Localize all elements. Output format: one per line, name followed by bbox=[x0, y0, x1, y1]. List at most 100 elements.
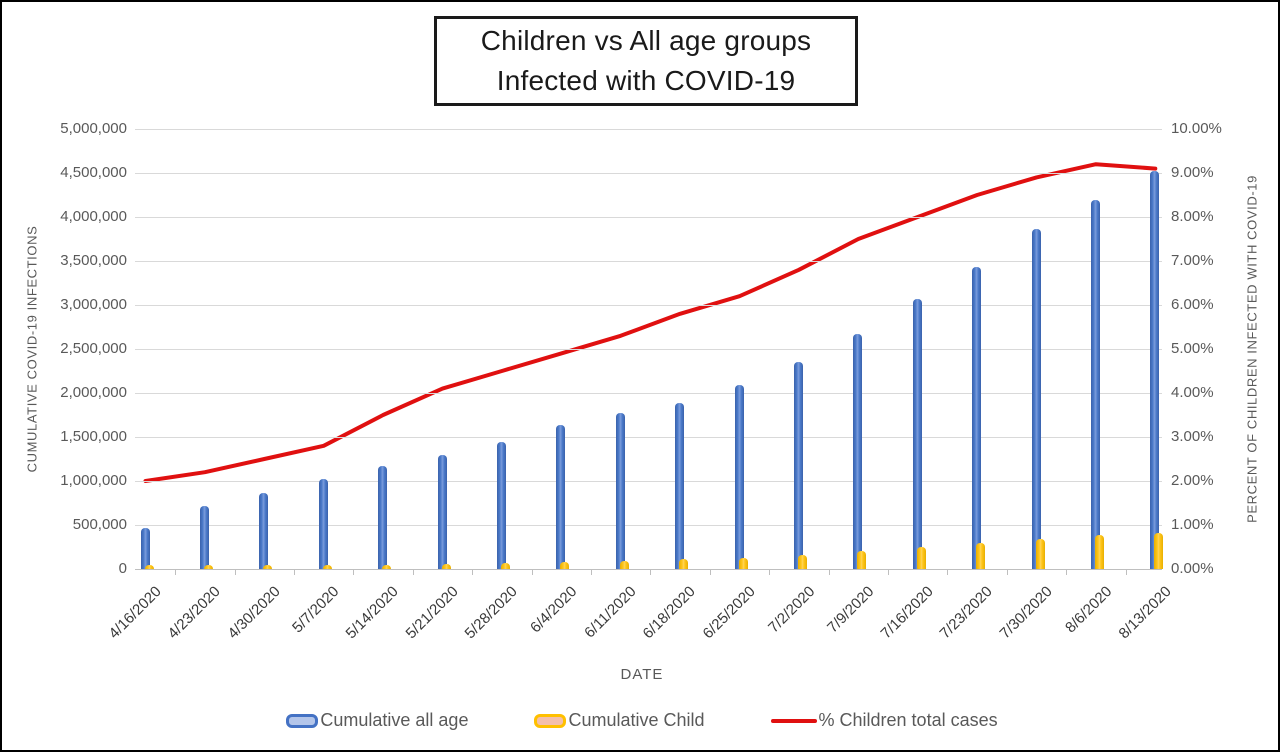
x-tick-label: 5/21/2020 bbox=[402, 583, 462, 643]
legend-item-pct-line: % Children total cases bbox=[770, 710, 998, 731]
bar-all-age bbox=[853, 334, 863, 569]
gridline bbox=[135, 261, 1162, 262]
axis-tick bbox=[234, 570, 236, 575]
y-tick-label-left: 1,500,000 bbox=[60, 428, 127, 445]
y-tick-label-left: 4,500,000 bbox=[60, 164, 127, 181]
y-tick-label-right: 1.00% bbox=[1171, 516, 1214, 533]
y-tick-label-left: 0 bbox=[118, 560, 127, 577]
y-tick-label-left: 2,000,000 bbox=[60, 384, 127, 401]
bar-child bbox=[500, 563, 510, 569]
axis-tick bbox=[412, 570, 414, 575]
axis-tick bbox=[947, 570, 949, 575]
x-tick-label: 7/9/2020 bbox=[824, 583, 878, 637]
bar-child bbox=[619, 560, 629, 569]
bar-all-age bbox=[496, 442, 506, 569]
x-axis-line bbox=[135, 569, 1162, 570]
axis-tick bbox=[1125, 570, 1127, 575]
x-tick-label: 5/28/2020 bbox=[461, 583, 521, 643]
x-tick-label: 7/16/2020 bbox=[877, 583, 937, 643]
axis-tick bbox=[472, 570, 474, 575]
gridline bbox=[135, 305, 1162, 306]
gridline bbox=[135, 349, 1162, 350]
bar-child bbox=[916, 547, 926, 569]
legend-item-child: Cumulative Child bbox=[534, 710, 705, 731]
all-age-swatch-icon bbox=[286, 713, 319, 728]
bar-all-age bbox=[378, 466, 388, 569]
bar-all-age bbox=[615, 413, 625, 569]
gridline bbox=[135, 525, 1162, 526]
bar-child bbox=[857, 551, 867, 569]
axis-tick bbox=[531, 570, 533, 575]
legend-item-all-age: Cumulative all age bbox=[286, 710, 468, 731]
x-tick-label: 7/30/2020 bbox=[996, 583, 1056, 643]
y-tick-label-right: 6.00% bbox=[1171, 296, 1214, 313]
legend-label-pct-line: % Children total cases bbox=[818, 710, 998, 730]
bar-child bbox=[797, 554, 807, 569]
child-swatch-icon bbox=[534, 713, 567, 728]
y-tick-label-right: 7.00% bbox=[1171, 252, 1214, 269]
y-tick-label-right: 8.00% bbox=[1171, 208, 1214, 225]
bar-child bbox=[560, 561, 570, 569]
x-tick-label: 6/25/2020 bbox=[699, 583, 759, 643]
bar-all-age bbox=[912, 298, 922, 569]
bar-all-age bbox=[1150, 171, 1160, 569]
chart-title-line1: Children vs All age groups bbox=[480, 25, 812, 56]
bar-all-age bbox=[1031, 229, 1041, 569]
bar-all-age bbox=[437, 454, 447, 569]
y-tick-label-right: 4.00% bbox=[1171, 384, 1214, 401]
legend: Cumulative all age Cumulative Child % Ch… bbox=[2, 710, 1278, 731]
bar-all-age bbox=[318, 479, 328, 569]
bar-child bbox=[1094, 535, 1104, 569]
x-tick-label: 4/30/2020 bbox=[224, 583, 284, 643]
bar-all-age bbox=[1090, 200, 1100, 569]
axis-tick bbox=[1066, 570, 1068, 575]
bar-child bbox=[679, 559, 689, 569]
axis-tick bbox=[1006, 570, 1008, 575]
bar-child bbox=[1035, 538, 1045, 569]
bar-child bbox=[203, 565, 213, 569]
x-tick-label: 6/4/2020 bbox=[527, 583, 581, 637]
axis-tick bbox=[650, 570, 652, 575]
bar-all-age bbox=[675, 402, 685, 569]
bar-all-age bbox=[140, 527, 150, 569]
x-axis-title: DATE bbox=[620, 666, 664, 683]
y-tick-label-left: 3,000,000 bbox=[60, 296, 127, 313]
chart-title-box: Children vs All age groups Infected with… bbox=[434, 16, 858, 106]
x-tick-label: 8/6/2020 bbox=[1061, 583, 1115, 637]
x-tick-label: 4/23/2020 bbox=[164, 583, 224, 643]
y-tick-label-right: 2.00% bbox=[1171, 472, 1214, 489]
y-tick-label-right: 3.00% bbox=[1171, 428, 1214, 445]
axis-tick bbox=[591, 570, 592, 575]
y-tick-label-right: 5.00% bbox=[1171, 340, 1214, 357]
bar-all-age bbox=[793, 362, 803, 569]
x-tick-label: 6/18/2020 bbox=[639, 583, 700, 643]
gridline bbox=[135, 129, 1162, 130]
bar-all-age bbox=[972, 267, 982, 569]
y-tick-label-left: 5,000,000 bbox=[60, 120, 127, 137]
bar-child bbox=[382, 565, 392, 569]
legend-label-all-age: Cumulative all age bbox=[320, 710, 469, 730]
percent-children-line bbox=[143, 162, 1158, 483]
bar-child bbox=[144, 565, 154, 569]
x-tick-label: 5/7/2020 bbox=[289, 583, 343, 637]
y-tick-label-right: 10.00% bbox=[1171, 120, 1222, 137]
y-tick-label-right: 9.00% bbox=[1171, 164, 1214, 181]
y-tick-label-left: 2,500,000 bbox=[60, 340, 127, 357]
bar-child bbox=[441, 564, 451, 569]
gridline bbox=[135, 481, 1162, 482]
gridline bbox=[135, 173, 1162, 174]
x-tick-label: 7/23/2020 bbox=[936, 583, 997, 643]
axis-tick bbox=[353, 570, 355, 575]
chart-title-line2: Infected with COVID-19 bbox=[496, 65, 796, 96]
right-axis-title: PERCENT OF CHILDREN INFECTED WITH COVID-… bbox=[1244, 175, 1260, 523]
bar-child bbox=[1154, 532, 1164, 569]
x-tick-label: 4/16/2020 bbox=[105, 583, 165, 643]
y-tick-label-left: 4,000,000 bbox=[60, 208, 127, 225]
axis-tick bbox=[888, 570, 889, 575]
y-tick-label-left: 3,500,000 bbox=[60, 252, 127, 269]
y-tick-label-left: 500,000 bbox=[72, 516, 127, 533]
axis-tick bbox=[769, 570, 771, 575]
gridline bbox=[135, 437, 1162, 438]
